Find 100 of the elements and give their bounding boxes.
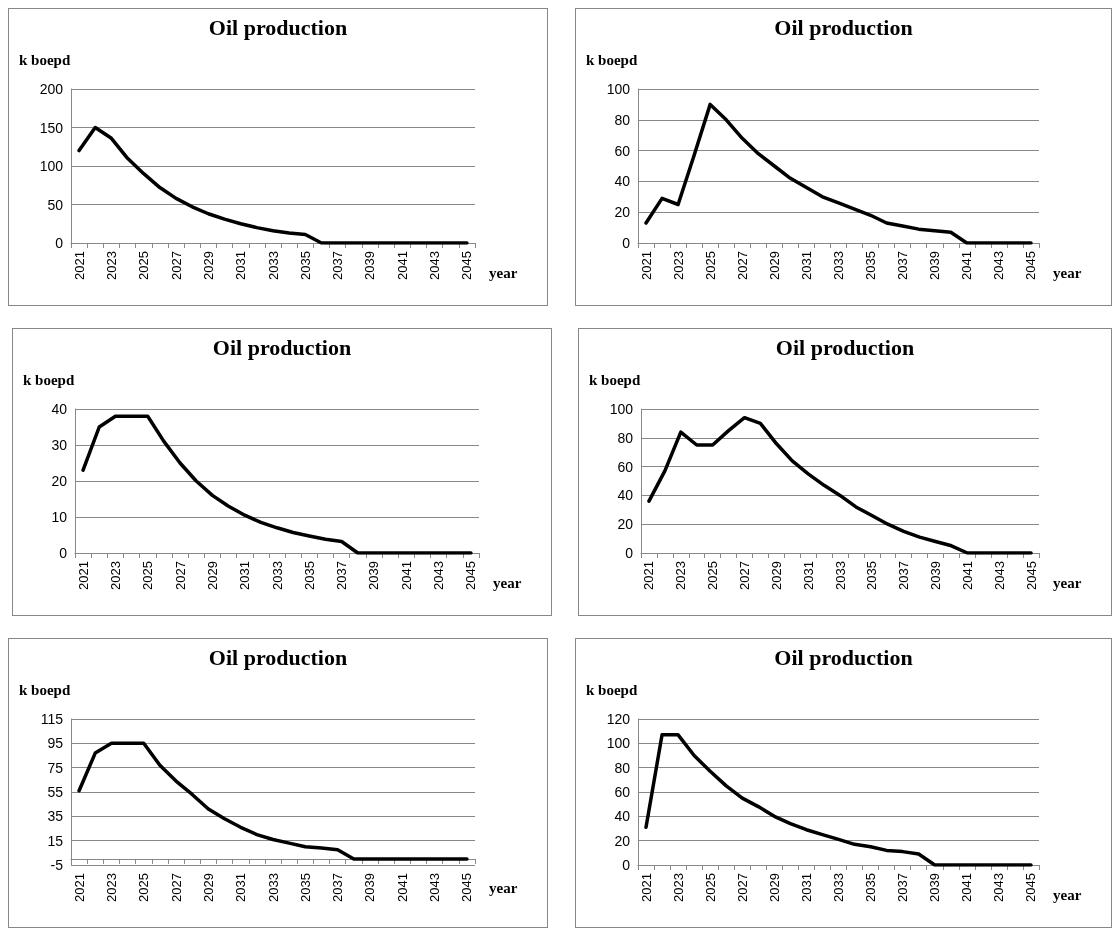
y-tick-label: 0 [622, 857, 631, 873]
x-tick-label: 2035 [301, 561, 317, 590]
y-axis-title: k boepd [586, 51, 638, 68]
y-tick-label: 20 [617, 516, 634, 533]
y-tick-label: -5 [50, 857, 64, 873]
y-tick-label: 100 [606, 81, 631, 97]
x-tick-label: 2027 [734, 251, 750, 280]
x-tick-label: 2041 [959, 251, 975, 280]
x-tick-label: 2021 [638, 251, 654, 280]
x-tick-label: 2027 [172, 561, 188, 590]
x-axis-title: year [1053, 886, 1082, 903]
y-tick-label: 80 [614, 759, 631, 776]
x-tick-label: 2025 [136, 873, 152, 902]
x-tick-label: 2041 [394, 251, 410, 280]
x-tick-label: 2039 [927, 873, 943, 902]
x-tick-label: 2023 [670, 873, 686, 902]
x-tick-label: 2021 [641, 561, 657, 590]
x-tick-label: 2025 [702, 873, 718, 902]
x-tick-label: 2023 [107, 561, 123, 590]
x-tick-label: 2039 [362, 873, 378, 902]
y-tick-label: 20 [614, 204, 631, 221]
x-tick-label: 2031 [798, 873, 814, 902]
y-tick-label: 40 [614, 808, 631, 825]
x-axis-title: year [493, 574, 522, 591]
x-tick-label: 2037 [896, 561, 912, 590]
chart-title: Oil production [774, 14, 913, 40]
x-tick-label: 2025 [705, 561, 721, 590]
x-tick-label: 2031 [237, 561, 253, 590]
x-tick-label: 2037 [334, 561, 350, 590]
chart-title: Oil production [208, 644, 348, 670]
x-tick-label: 2021 [71, 873, 87, 902]
y-tick-label: 100 [39, 158, 64, 174]
y-axis-title: k boepd [19, 51, 71, 68]
line-series [81, 414, 473, 555]
x-tick-label: 2025 [702, 251, 718, 280]
x-tick-label: 2033 [269, 561, 285, 590]
y-tick-label: 50 [47, 196, 64, 213]
y-tick-label: 10 [51, 509, 68, 525]
x-tick-label: 2029 [766, 873, 782, 902]
x-tick-label: 2031 [233, 873, 249, 902]
x-axis-title: year [1053, 264, 1082, 281]
y-axis-title: k boepd [586, 681, 638, 698]
x-tick-label: 2031 [800, 561, 816, 590]
line-series [644, 102, 1033, 245]
x-tick-label: 2021 [75, 561, 91, 590]
y-tick-label: 150 [39, 119, 64, 136]
y-tick-label: 15 [47, 832, 64, 849]
y-tick-label: 0 [625, 545, 634, 561]
y-axis-title: k boepd [589, 371, 641, 388]
x-tick-label: 2045 [1023, 561, 1039, 590]
y-tick-label: 100 [609, 401, 634, 417]
x-tick-label: 2045 [1023, 873, 1039, 902]
x-tick-label: 2035 [863, 251, 879, 280]
x-tick-label: 2045 [459, 251, 475, 280]
x-tick-label: 2043 [991, 561, 1007, 590]
line-series [647, 415, 1033, 555]
x-tick-label: 2039 [366, 561, 382, 590]
x-tick-label: 2037 [330, 873, 346, 902]
x-tick-label: 2025 [136, 251, 152, 280]
x-tick-label: 2027 [168, 251, 184, 280]
x-tick-label: 2039 [362, 251, 378, 280]
x-tick-label: 2023 [673, 561, 689, 590]
y-tick-label: 120 [606, 711, 631, 727]
y-tick-label: 35 [47, 808, 64, 825]
x-axis-title: year [1053, 574, 1082, 591]
x-tick-label: 2023 [103, 873, 119, 902]
x-tick-label: 2033 [832, 561, 848, 590]
x-axis-title: year [489, 880, 518, 897]
x-tick-label: 2029 [204, 561, 220, 590]
x-tick-label: 2041 [394, 873, 410, 902]
y-tick-label: 60 [614, 784, 631, 800]
x-tick-label: 2029 [200, 251, 216, 280]
x-tick-label: 2041 [959, 873, 975, 902]
x-tick-label: 2037 [895, 873, 911, 902]
x-tick-label: 2043 [427, 873, 443, 902]
x-tick-label: 2033 [831, 873, 846, 902]
y-tick-label: 40 [51, 401, 68, 417]
x-tick-label: 2037 [330, 251, 346, 280]
chart-title: Oil production [774, 644, 913, 670]
x-tick-label: 2031 [798, 251, 814, 280]
line-series [644, 733, 1033, 867]
x-tick-label: 2021 [71, 251, 87, 280]
y-tick-label: 95 [47, 735, 64, 752]
chart-title: Oil production [775, 334, 915, 360]
y-tick-label: 80 [614, 111, 631, 128]
x-tick-label: 2043 [991, 873, 1007, 902]
y-tick-label: 20 [51, 473, 68, 489]
x-tick-label: 2031 [233, 251, 249, 280]
x-tick-label: 2025 [140, 561, 156, 590]
y-tick-label: 60 [617, 458, 634, 475]
x-tick-label: 2033 [265, 873, 281, 902]
chart-title: Oil production [212, 334, 352, 360]
x-tick-label: 2045 [463, 561, 479, 590]
y-tick-label: 80 [617, 429, 634, 446]
x-tick-label: 2043 [431, 561, 447, 590]
chart-title: Oil production [208, 14, 348, 40]
x-tick-label: 2035 [863, 873, 879, 902]
y-tick-label: 0 [55, 235, 64, 251]
x-tick-label: 2035 [297, 251, 313, 280]
x-tick-label: 2045 [1023, 251, 1039, 280]
